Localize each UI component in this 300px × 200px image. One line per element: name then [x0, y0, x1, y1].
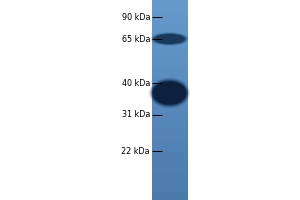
Ellipse shape — [153, 34, 186, 44]
Ellipse shape — [154, 83, 185, 103]
Ellipse shape — [154, 34, 185, 44]
Text: 31 kDa: 31 kDa — [122, 110, 150, 119]
Text: 90 kDa: 90 kDa — [122, 12, 150, 21]
Ellipse shape — [152, 81, 187, 105]
Ellipse shape — [154, 82, 185, 104]
Ellipse shape — [155, 84, 184, 102]
Text: 22 kDa: 22 kDa — [122, 146, 150, 156]
Ellipse shape — [151, 80, 188, 107]
Ellipse shape — [154, 34, 185, 44]
Ellipse shape — [153, 34, 186, 44]
Ellipse shape — [153, 82, 186, 104]
Ellipse shape — [154, 34, 185, 44]
Ellipse shape — [155, 35, 184, 43]
Ellipse shape — [154, 34, 185, 44]
Ellipse shape — [152, 81, 187, 105]
Ellipse shape — [151, 80, 188, 106]
Ellipse shape — [155, 84, 184, 102]
Ellipse shape — [154, 83, 185, 103]
Ellipse shape — [153, 81, 186, 105]
Ellipse shape — [152, 33, 187, 45]
Ellipse shape — [153, 82, 186, 104]
Ellipse shape — [154, 34, 185, 44]
Ellipse shape — [154, 82, 185, 104]
Ellipse shape — [154, 83, 185, 103]
Ellipse shape — [155, 34, 184, 44]
Ellipse shape — [154, 34, 185, 44]
Ellipse shape — [155, 84, 184, 102]
Ellipse shape — [151, 80, 188, 106]
Ellipse shape — [152, 80, 188, 106]
Ellipse shape — [156, 35, 183, 43]
Ellipse shape — [151, 80, 188, 106]
Text: 40 kDa: 40 kDa — [122, 78, 150, 88]
Text: 65 kDa: 65 kDa — [122, 34, 150, 44]
Ellipse shape — [153, 34, 186, 44]
Ellipse shape — [151, 79, 188, 107]
Ellipse shape — [156, 35, 183, 43]
Ellipse shape — [152, 81, 187, 105]
Ellipse shape — [154, 83, 184, 103]
Ellipse shape — [153, 33, 186, 45]
Ellipse shape — [161, 37, 178, 41]
Ellipse shape — [152, 80, 187, 106]
Ellipse shape — [155, 35, 184, 43]
Ellipse shape — [152, 81, 187, 105]
Ellipse shape — [153, 81, 186, 105]
Ellipse shape — [155, 35, 184, 43]
Ellipse shape — [153, 82, 186, 104]
Ellipse shape — [154, 83, 184, 103]
Ellipse shape — [156, 35, 183, 43]
Ellipse shape — [155, 34, 184, 44]
Ellipse shape — [155, 83, 184, 103]
Ellipse shape — [153, 33, 186, 45]
Ellipse shape — [161, 89, 178, 97]
Ellipse shape — [154, 34, 184, 44]
Ellipse shape — [155, 35, 184, 43]
